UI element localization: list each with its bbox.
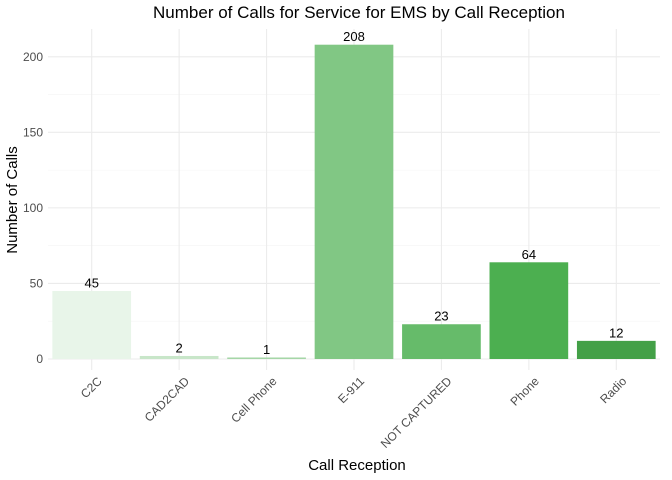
- bar-cad2cad: [139, 355, 219, 359]
- x-tick-label: C2C: [78, 374, 105, 401]
- data-label: 12: [609, 325, 623, 340]
- x-tick-label: E-911: [335, 374, 367, 406]
- data-labels: 45 2 1 208 23 64 12: [84, 29, 623, 357]
- x-tick-label: Radio: [597, 374, 629, 406]
- bar-c2c: [52, 291, 132, 359]
- bar-not-captured: [402, 324, 481, 359]
- y-tick-label: 150: [23, 125, 43, 139]
- x-tick-label: Cell Phone: [228, 374, 280, 426]
- x-tick-label: CAD2CAD: [142, 374, 193, 425]
- x-tick-label: NOT CAPTURED: [378, 374, 455, 451]
- y-tick-label: 100: [23, 201, 43, 215]
- data-label: 2: [176, 340, 183, 355]
- y-axis-ticks: 0 50 100 150 200: [23, 50, 43, 366]
- chart-title: Number of Calls for Service for EMS by C…: [153, 3, 565, 22]
- data-label: 45: [84, 276, 98, 291]
- y-tick-label: 200: [23, 50, 43, 64]
- bar-radio: [576, 340, 656, 359]
- bar-cell-phone: [227, 357, 306, 359]
- data-label: 1: [263, 342, 270, 357]
- x-axis-ticks: C2C CAD2CAD Cell Phone E-911 NOT CAPTURED Pho…: [78, 374, 630, 451]
- bar-e-911: [314, 44, 394, 359]
- y-tick-label: 0: [36, 352, 43, 366]
- x-tick-label: Phone: [507, 374, 542, 409]
- bars: [52, 44, 656, 359]
- x-axis-title: Call Reception: [308, 457, 406, 474]
- data-label: 64: [522, 247, 536, 262]
- y-tick-label: 50: [30, 276, 44, 290]
- bar-phone: [489, 262, 569, 359]
- y-axis-title: Number of Calls: [4, 146, 21, 254]
- data-label: 23: [434, 309, 448, 324]
- data-label: 208: [343, 29, 365, 44]
